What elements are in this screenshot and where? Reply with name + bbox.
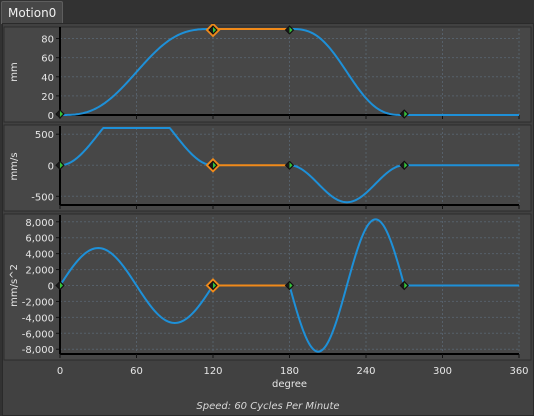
keypoint-marker-handle[interactable] <box>404 111 408 117</box>
x-tick-label: 120 <box>203 366 222 377</box>
keypoint-marker-handle[interactable] <box>289 162 293 169</box>
keypoint-marker-handle[interactable] <box>289 282 293 289</box>
keypoint-marker-handle[interactable] <box>404 162 408 169</box>
keypoint-marker-handle[interactable] <box>60 282 63 289</box>
motion-segment-acceleration <box>288 218 406 353</box>
keypoint-selected-marker[interactable] <box>205 24 221 38</box>
y-tick-label: 0 <box>48 161 54 172</box>
motion-segment-velocity <box>289 164 405 204</box>
tab-motion0[interactable]: Motion0 <box>1 1 64 24</box>
plot-panel-position <box>3 26 532 123</box>
y-tick-label: 40 <box>41 73 54 84</box>
y-tick-label: -500 <box>31 192 54 203</box>
motion-segment-position <box>60 28 213 116</box>
plot-panel-velocity <box>3 124 532 212</box>
keypoint-marker-handle[interactable] <box>404 282 408 289</box>
y-axis-label-acceleration: mm/s^2 <box>9 264 20 307</box>
y-tick-label: 60 <box>41 54 54 65</box>
x-tick-label: 240 <box>356 366 375 377</box>
y-tick-label: 2,000 <box>25 266 54 277</box>
x-tick-label: 180 <box>280 366 299 377</box>
plot-panel-acceleration <box>3 213 532 361</box>
y-tick-label: 0 <box>48 111 54 122</box>
y-tick-label: -2,000 <box>22 297 54 308</box>
keypoint-marker-handle[interactable] <box>289 27 293 33</box>
y-tick-label: -6,000 <box>22 329 54 340</box>
speed-status-text: Speed: 60 Cycles Per Minute <box>196 401 339 412</box>
x-tick-label: 300 <box>433 366 452 377</box>
y-tick-label: 500 <box>35 130 54 141</box>
y-tick-label: 4,000 <box>25 250 54 261</box>
chart-area: 0 20 40 60 80 mm -500 0 500 mm/s -8,000 -6,000 -4,00… <box>2 23 534 416</box>
keypoint-marker-handle[interactable] <box>60 111 63 117</box>
x-tick-label: 60 <box>130 366 143 377</box>
y-tick-label: 0 <box>48 282 54 293</box>
y-tick-label: 6,000 <box>25 234 54 245</box>
y-axis-label-velocity: mm/s <box>9 152 20 180</box>
y-axis-label-position: mm <box>9 62 20 81</box>
motion-segment-position <box>289 28 405 116</box>
keypoint-marker-handle[interactable] <box>60 162 63 169</box>
x-axis-label: degree <box>272 379 307 390</box>
keypoint-selected-marker[interactable] <box>205 278 221 293</box>
keypoint-marker-handle[interactable] <box>213 282 216 289</box>
motion-segment-acceleration <box>59 247 214 324</box>
x-tick-label: 0 <box>57 366 63 377</box>
y-tick-label: 80 <box>41 35 54 46</box>
x-tick-label: 360 <box>509 366 528 377</box>
keypoint-marker-handle[interactable] <box>213 27 216 33</box>
y-tick-label: -4,000 <box>22 313 54 324</box>
y-tick-label: -8,000 <box>22 345 54 356</box>
y-tick-label: 8,000 <box>25 218 54 229</box>
motion-charts: 0 20 40 60 80 mm -500 0 500 mm/s -8,000 -6,000 -4,00… <box>3 24 532 412</box>
keypoint-selected-marker[interactable] <box>205 157 221 173</box>
motion-segment-velocity <box>59 127 214 167</box>
y-tick-label: 20 <box>41 92 54 103</box>
keypoint-marker-handle[interactable] <box>213 162 216 169</box>
